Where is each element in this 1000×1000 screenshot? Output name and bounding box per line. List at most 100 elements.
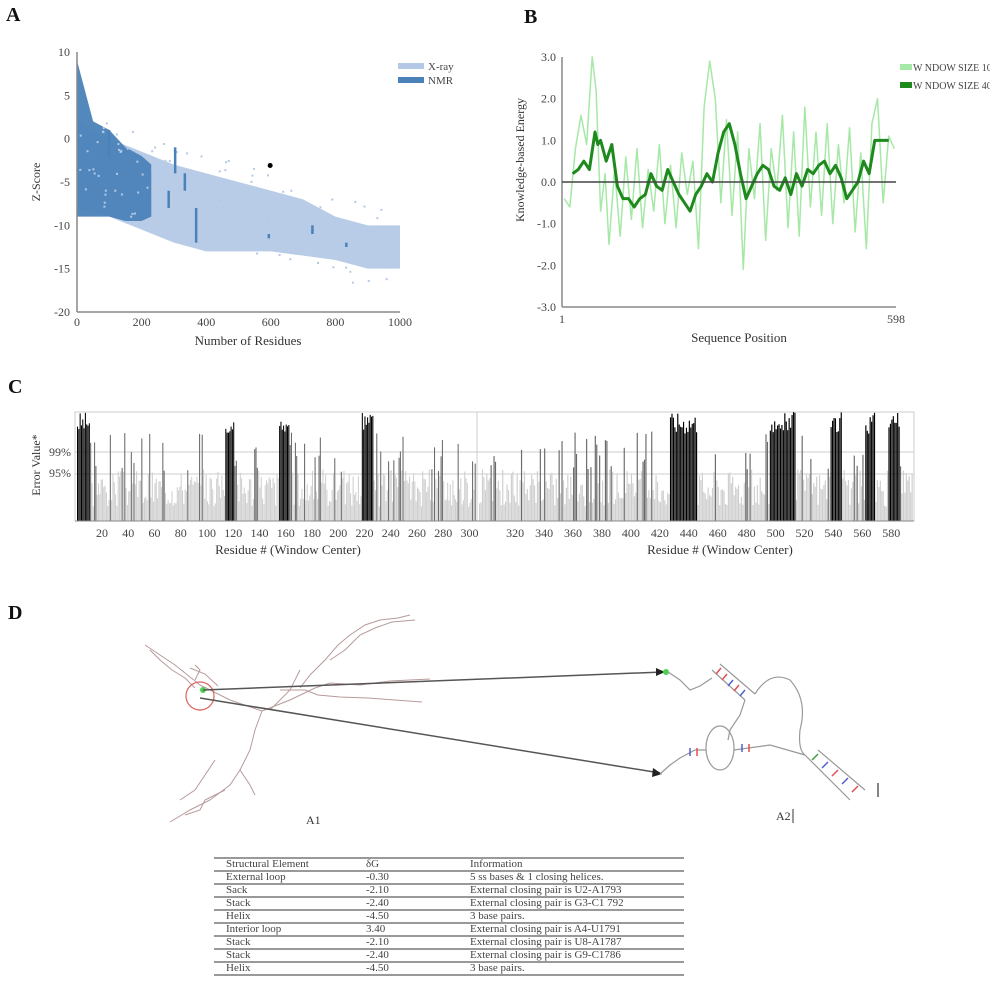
information-cell: External closing pair is A4-U1791 [458, 922, 684, 936]
c-bar [875, 501, 877, 521]
c-bar [405, 471, 407, 521]
c-bar [910, 492, 912, 521]
c-bar [374, 490, 376, 521]
a-band-nmr [77, 60, 152, 221]
a-point-xray [225, 161, 228, 164]
a-point-query [267, 163, 273, 169]
a-point-xray [151, 150, 154, 153]
a-point-xray [316, 261, 319, 264]
c-bar [214, 503, 216, 521]
c-bar [468, 506, 470, 521]
b-legend-swatch [900, 82, 912, 88]
element-cell: Stack [214, 896, 366, 910]
c-bar [287, 426, 289, 521]
a-point-xray [92, 168, 95, 171]
c-bar [581, 484, 583, 521]
c-bar [407, 483, 409, 521]
c-bar [668, 494, 670, 521]
structure-label-a1: A1 [306, 813, 321, 827]
c-bar [518, 505, 520, 521]
panel-label-c: C [8, 376, 23, 398]
c-bar [373, 480, 375, 521]
a-y-tick-label: 0 [64, 132, 70, 146]
a-point-xray [296, 211, 299, 214]
element-cell: External loop [214, 870, 366, 884]
c-bar [727, 473, 729, 521]
c-bar [711, 487, 714, 521]
a-point-xray [229, 225, 232, 228]
c-bar [908, 476, 910, 521]
arrowhead-upper [656, 668, 665, 676]
a-point-xray [163, 143, 166, 146]
c-bar [458, 489, 460, 521]
a-point-nmr [183, 173, 187, 191]
c-bar [551, 472, 553, 521]
c-bar [871, 421, 873, 521]
c-bar [318, 455, 320, 521]
c-bar [713, 472, 715, 521]
a-point-xray [318, 218, 321, 221]
c-bar [600, 502, 602, 521]
a-point-xray [207, 220, 210, 223]
c-x-tick-label: 400 [622, 526, 640, 540]
c-bar [500, 505, 502, 521]
c-bar [769, 430, 771, 521]
c-bar [401, 470, 403, 521]
c-bar [794, 412, 796, 521]
arrow-lower [199, 697, 661, 774]
c-bar [549, 474, 552, 521]
c-bar [418, 488, 420, 521]
table-header-row: Structural Element δG Information [214, 857, 684, 871]
delta-g-cell: -0.30 [366, 870, 458, 884]
information-cell: External closing pair is G3-C1 792 [458, 896, 684, 910]
a-point-nmr [194, 208, 198, 243]
c-bar [643, 459, 646, 521]
a-point-xray [146, 186, 149, 189]
a-point-xray [103, 205, 106, 208]
c-bar [453, 494, 455, 521]
a-point-xray [366, 265, 369, 268]
c-bar [645, 433, 647, 521]
a-point-xray [247, 215, 250, 218]
c-bar [630, 473, 633, 521]
c-bar [842, 478, 844, 521]
c-bar [397, 487, 399, 521]
c-bar [858, 503, 860, 521]
a-point-xray [385, 266, 388, 269]
c-bar [140, 480, 142, 521]
c-bar [415, 501, 417, 521]
c-bar [710, 496, 712, 521]
c-bar [904, 492, 906, 521]
c-bar [113, 482, 115, 521]
c-bar [622, 498, 624, 521]
a-point-xray [166, 196, 169, 199]
a-y-tick-label: -10 [54, 218, 70, 232]
a-point-xray [322, 218, 325, 221]
c-bar [100, 479, 102, 521]
a-point-xray [79, 168, 82, 171]
b-x-tick-label: 598 [887, 312, 905, 326]
c-bar [677, 413, 679, 521]
c-bar [790, 427, 792, 521]
c-bar [866, 430, 868, 521]
c-bar [886, 470, 889, 521]
c-bar [641, 471, 643, 521]
a-point-xray [258, 212, 261, 215]
c-bar [119, 476, 121, 521]
c-bar [502, 469, 504, 521]
c-bar [746, 469, 748, 521]
c-bar [808, 474, 810, 521]
c-bar [289, 445, 291, 521]
panel-label-b: B [524, 6, 538, 28]
c-bar [351, 505, 353, 521]
c-bar [146, 500, 148, 521]
a-x-tick-label: 800 [326, 315, 344, 329]
c-bar [168, 503, 170, 521]
c-bar [266, 480, 268, 521]
c-bar [575, 454, 578, 521]
a-point-xray [294, 252, 297, 255]
c-bar [749, 453, 751, 521]
c-bar [314, 457, 316, 521]
c-bar [248, 479, 250, 521]
c-bar [91, 483, 93, 521]
